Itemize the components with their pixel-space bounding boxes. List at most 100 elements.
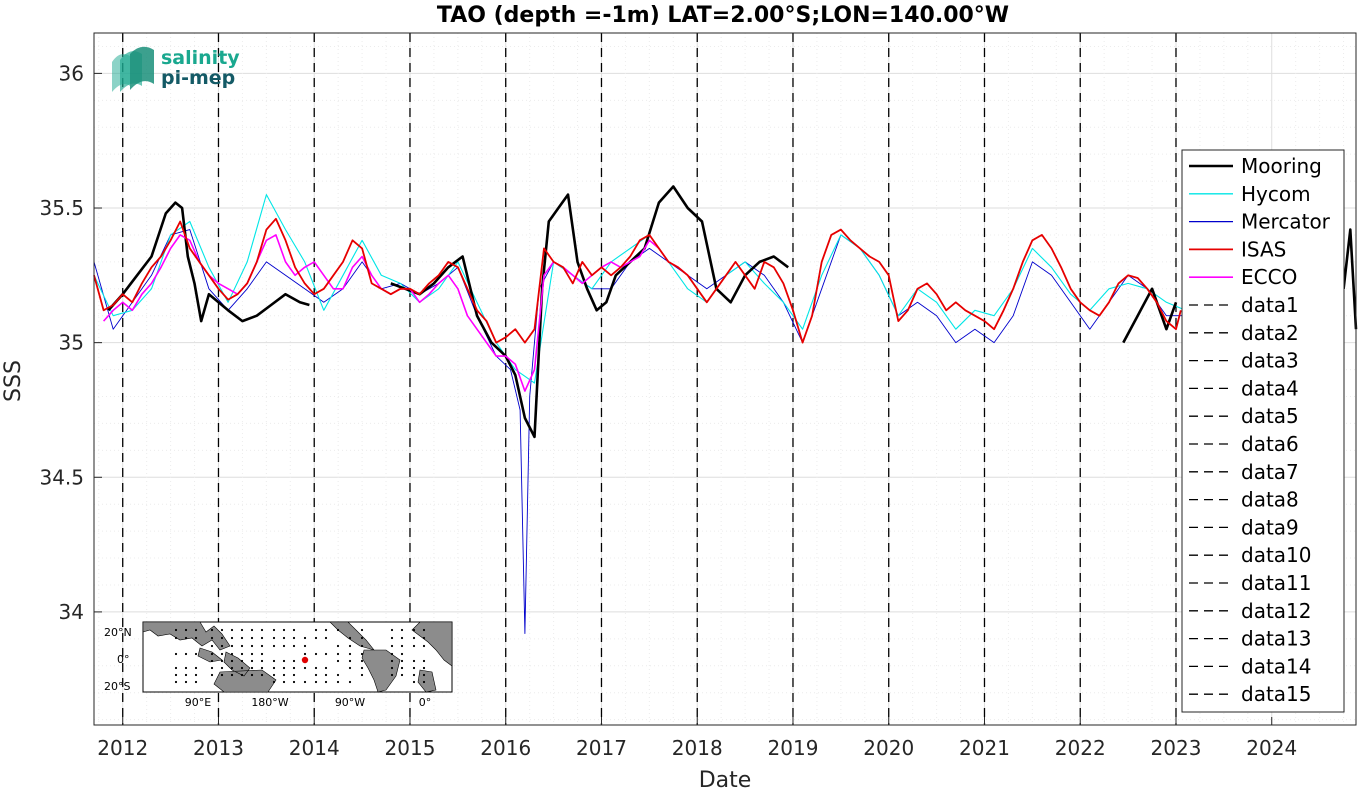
inset-mooring-dot [220,666,224,670]
y-tick-label: 34 [59,600,84,624]
inset-mooring-dot [400,659,404,663]
series-line-mercator [93,229,1186,634]
inset-mooring-dot [194,666,198,670]
logo-text-salinity: salinity [161,47,240,69]
inset-mooring-dot [324,652,328,656]
inset-map-land [142,621,453,693]
inset-mooring-dot [303,644,307,648]
inset-mooring-dot [260,673,264,677]
inset-mooring-dot [272,666,276,670]
inset-mooring-dot [260,628,264,632]
inset-mooring-dot [348,666,352,670]
inset-mooring-dot [348,680,352,684]
inset-mooring-dot [272,680,276,684]
inset-mooring-dot [272,673,276,677]
x-tick-label: 2023 [1151,736,1202,760]
inset-mooring-dot [348,659,352,663]
inset-mooring-dot [360,673,364,677]
inset-mooring-dot [314,673,318,677]
x-tick-label: 2013 [193,736,244,760]
inset-mooring-dot [272,636,276,640]
inset-mooring-dot [314,666,318,670]
legend-label: data13 [1241,627,1312,651]
legend-label: Mercator [1241,210,1331,234]
x-tick-label: 2017 [576,736,627,760]
inset-mooring-dot [324,628,328,632]
inset-mooring-dot [240,673,244,677]
series-line-mooring [390,185,789,439]
inset-map: 20°N 0° 20°S 90°E 180°W 90°W 0° [104,621,453,709]
inset-mooring-dot [184,680,188,684]
inset-mooring-dot [324,680,328,684]
inset-mooring-dot [422,666,426,670]
legend-label: data9 [1241,515,1299,539]
logo-text-pi-mep: pi-mep [161,67,235,89]
inset-mooring-dot [390,659,394,663]
x-tick-label: 2014 [289,736,340,760]
x-tick-label: 2015 [385,736,436,760]
inset-mooring-dot [194,673,198,677]
inset-mooring-dot [400,636,404,640]
legend-label: ISAS [1241,237,1286,261]
y-tick-label: 35.5 [39,196,84,220]
inset-mooring-dot [390,628,394,632]
inset-mooring-dot [210,652,214,656]
inset-mooring-dot [250,659,254,663]
y-tick-label: 35 [59,331,84,355]
inset-mooring-dot [250,628,254,632]
inset-mooring-dot [292,659,296,663]
inset-mooring-dot [272,644,276,648]
x-axis-label: Date [699,768,752,790]
x-tick-label: 2012 [97,736,148,760]
inset-mooring-dot [220,659,224,663]
inset-mooring-dot [250,652,254,656]
inset-mooring-dot [412,659,416,663]
inset-mooring-dot [184,628,188,632]
inset-mooring-dot [422,659,426,663]
inset-mooring-dot [360,636,364,640]
legend-label: data4 [1241,376,1299,400]
inset-mooring-dot [314,636,318,640]
y-axis-label: SSS [1,360,26,402]
inset-mooring-dot [422,644,426,648]
inset-mooring-dot [412,644,416,648]
inset-lon-label-90e: 90°E [185,696,211,709]
legend-label: ECCO [1241,265,1297,289]
series-line-isas [93,217,1182,344]
series-line-mooring [1342,228,1358,330]
inset-mooring-dot [390,652,394,656]
inset-mooring-dot [240,636,244,640]
inset-mooring-dot [282,636,286,640]
inset-selected-mooring [301,656,309,664]
inset-mooring-dot [250,666,254,670]
inset-mooring-dot [282,666,286,670]
inset-mooring-dot [194,680,198,684]
inset-mooring-dot [260,659,264,663]
inset-lat-label-20n: 20°N [104,626,132,639]
inset-mooring-dot [400,673,404,677]
grid [94,33,1356,725]
legend: Mooring Hycom Mercator ISAS ECCO data1 data2 da… [1181,149,1345,713]
inset-mooring-dot [282,680,286,684]
inset-mooring-dot [422,636,426,640]
inset-mooring-dot [184,673,188,677]
inset-mooring-dot [360,644,364,648]
inset-mooring-dot [412,636,416,640]
x-tick-label: 2019 [768,736,819,760]
inset-mooring-dot [260,636,264,640]
series-ecco [103,234,689,392]
legend-box [1181,149,1345,713]
inset-mooring-dot [272,659,276,663]
inset-mooring-dot [240,652,244,656]
x-tick-label: 2020 [863,736,914,760]
inset-mooring-dot [292,644,296,648]
salinity-pi-mep-logo: salinity pi-mep [112,46,240,92]
inset-mooring-dot [314,652,318,656]
series-line-hycom [93,194,1186,384]
inset-lat-label-0: 0° [117,653,130,666]
inset-mooring-dot [240,666,244,670]
inset-mooring-dot [360,652,364,656]
y-axis-ticks: 34 34.5 35 35.5 36 [39,61,102,624]
series-mooring [107,185,1358,439]
inset-mooring-dot [390,636,394,640]
